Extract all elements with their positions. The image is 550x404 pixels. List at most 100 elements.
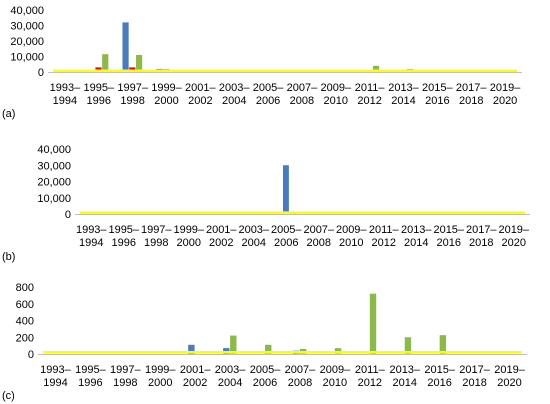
x-tick-label: 2003– xyxy=(215,364,246,376)
x-tick-label: 2000 xyxy=(154,95,178,107)
x-tick-label: 1994 xyxy=(43,377,67,389)
x-tick-label: 2017– xyxy=(466,224,497,236)
x-tick-label: 2010 xyxy=(339,237,363,249)
x-tick-label: 2007– xyxy=(303,224,334,236)
x-tick-label: 2011– xyxy=(355,82,386,94)
y-tick-label: 30,000 xyxy=(10,21,44,33)
x-tick-label: 1998 xyxy=(113,377,137,389)
x-tick-label: 2018 xyxy=(462,377,486,389)
x-tick-label: 2002 xyxy=(183,377,207,389)
panel-label: (b) xyxy=(2,251,15,263)
y-tick-label: 40,000 xyxy=(10,5,44,17)
chart-panel-1: 010,00020,00030,00040,0001993–19941995–1… xyxy=(2,5,522,120)
y-tick-label: 0 xyxy=(65,209,71,221)
bar xyxy=(230,335,237,354)
y-tick-label: 40,000 xyxy=(37,144,71,156)
x-tick-label: 2008 xyxy=(290,95,314,107)
x-tick-label: 2020 xyxy=(497,377,521,389)
x-tick-label: 2008 xyxy=(307,237,331,249)
x-tick-label: 1996 xyxy=(87,95,111,107)
y-tick-label: 800 xyxy=(16,282,34,294)
x-tick-label: 2020 xyxy=(493,95,517,107)
bar xyxy=(265,344,272,354)
x-tick-label: 2005– xyxy=(271,224,302,236)
y-tick-label: 400 xyxy=(16,316,34,328)
x-tick-label: 2006 xyxy=(253,377,277,389)
x-tick-label: 1996 xyxy=(78,377,102,389)
bar xyxy=(136,54,143,72)
y-tick-label: 0 xyxy=(38,67,44,79)
x-tick-label: 2013– xyxy=(388,82,419,94)
x-tick-label: 1993– xyxy=(76,224,107,236)
x-tick-label: 2017– xyxy=(459,364,490,376)
x-tick-label: 2016 xyxy=(427,377,451,389)
x-tick-label: 2001– xyxy=(180,364,211,376)
x-tick-label: 2007– xyxy=(285,364,316,376)
x-tick-label: 2017– xyxy=(456,82,487,94)
x-tick-label: 2006 xyxy=(274,237,298,249)
bar xyxy=(404,337,412,354)
bar xyxy=(102,54,109,72)
y-tick-label: 20,000 xyxy=(10,36,44,48)
x-tick-label: 2003– xyxy=(238,224,269,236)
x-tick-label: 2015– xyxy=(422,82,453,94)
x-tick-label: 1998 xyxy=(120,95,144,107)
bar xyxy=(283,165,289,214)
x-tick-label: 2000 xyxy=(148,377,172,389)
x-tick-label: 2002 xyxy=(188,95,212,107)
x-tick-label: 1995– xyxy=(75,364,106,376)
chart-panel-3: 0 200 400 600 800 1993–1994 1995–1996 1997–1998… xyxy=(2,282,527,402)
x-tick-label: 2004 xyxy=(242,237,266,249)
x-tick-label: 2019– xyxy=(498,224,529,236)
y-tick-label: 0 xyxy=(28,349,34,361)
x-tick-label: 2009– xyxy=(320,82,351,94)
x-tick-label: 2014 xyxy=(391,95,415,107)
x-tick-label: 2019– xyxy=(490,82,521,94)
x-tick-label: 1993– xyxy=(50,82,81,94)
x-tick-label: 2003– xyxy=(219,82,250,94)
x-tick-label: 2012 xyxy=(358,377,382,389)
x-tick-label: 2014 xyxy=(393,377,417,389)
x-tick-label: 1997– xyxy=(110,364,141,376)
x-tick-label: 2008 xyxy=(288,377,312,389)
x-tick-label: 1997– xyxy=(117,82,148,94)
x-tick-label: 2012 xyxy=(372,237,396,249)
x-tick-label: 2011– xyxy=(369,224,400,236)
x-tick-label: 2016 xyxy=(425,95,449,107)
x-tick-label: 1993– xyxy=(40,364,71,376)
bar xyxy=(122,22,129,72)
bar xyxy=(188,344,195,354)
x-tick-label: 2015– xyxy=(424,364,455,376)
x-tick-label: 2013– xyxy=(389,364,420,376)
x-tick-label: 2015– xyxy=(433,224,464,236)
x-tick-label: 2005– xyxy=(250,364,281,376)
x-tick-label: 1994 xyxy=(53,95,77,107)
x-tick-label: 2004 xyxy=(218,377,242,389)
x-tick-label: 1995– xyxy=(108,224,139,236)
x-tick-label: 2012 xyxy=(357,95,381,107)
x-tick-label: 2000 xyxy=(177,237,201,249)
x-tick-label: 2010 xyxy=(324,95,348,107)
x-tick-label: 1995– xyxy=(83,82,114,94)
y-tick-label: 20,000 xyxy=(37,177,71,189)
x-tick-label: 2018 xyxy=(469,237,493,249)
x-tick-label: 2004 xyxy=(222,95,246,107)
x-tick-label: 2013– xyxy=(401,224,432,236)
x-tick-label: 2002 xyxy=(209,237,233,249)
x-tick-label: 1999– xyxy=(173,224,204,236)
y-tick-label: 200 xyxy=(16,332,34,344)
bar xyxy=(373,65,380,72)
chart-panel-2: 010,00020,00030,00040,0001993–19941995–1… xyxy=(2,144,530,263)
panel-label: (c) xyxy=(2,390,15,402)
x-tick-label: 2009– xyxy=(320,364,351,376)
x-tick-label: 1997– xyxy=(141,224,172,236)
bar xyxy=(369,293,377,354)
y-tick-label: 10,000 xyxy=(37,193,71,205)
x-tick-label: 1999– xyxy=(145,364,176,376)
x-tick-label: 2016 xyxy=(437,237,461,249)
y-tick-label: 30,000 xyxy=(37,160,71,172)
x-tick-label: 2006 xyxy=(256,95,280,107)
x-tick-label: 1998 xyxy=(144,237,168,249)
y-tick-label: 10,000 xyxy=(10,52,44,64)
